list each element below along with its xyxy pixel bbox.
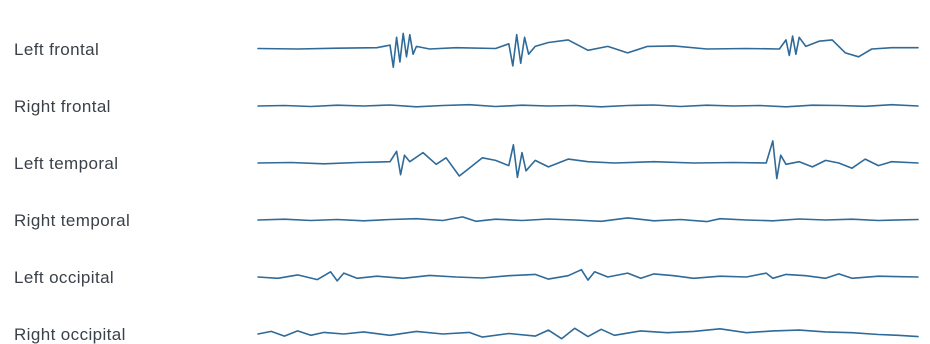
channel-label-right-frontal: Right frontal bbox=[14, 97, 111, 116]
channel-label-right-occipital: Right occipital bbox=[14, 325, 126, 344]
channel-label-left-temporal: Left temporal bbox=[14, 154, 118, 173]
channel-label-right-temporal: Right temporal bbox=[14, 211, 130, 230]
channel-traces bbox=[257, 32, 919, 340]
channel-label-left-occipital: Left occipital bbox=[14, 268, 114, 287]
trace-left-temporal bbox=[257, 140, 919, 180]
trace-left-occipital bbox=[257, 268, 919, 282]
trace-left-frontal bbox=[257, 32, 919, 68]
trace-right-occipital bbox=[257, 327, 919, 340]
trace-right-temporal bbox=[257, 216, 919, 223]
trace-right-frontal bbox=[257, 103, 919, 108]
channel-labels: Left frontal Right frontal Left temporal Ri… bbox=[14, 40, 130, 344]
channel-label-left-frontal: Left frontal bbox=[14, 40, 99, 59]
